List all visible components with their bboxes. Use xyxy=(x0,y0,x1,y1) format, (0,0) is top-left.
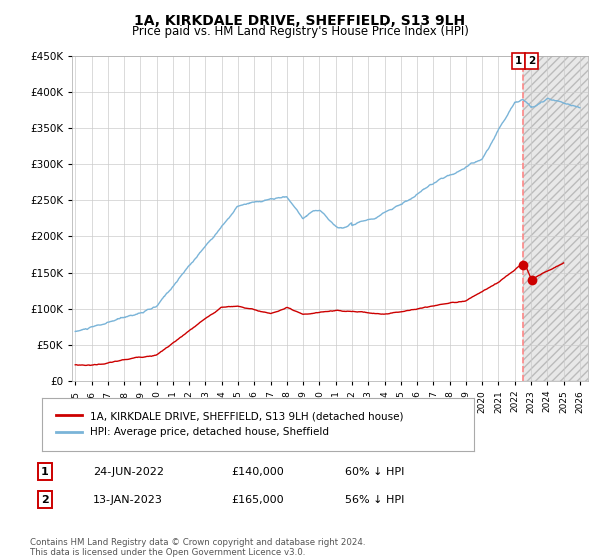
Text: 2: 2 xyxy=(41,494,49,505)
Text: 1: 1 xyxy=(515,56,522,66)
Legend: 1A, KIRKDALE DRIVE, SHEFFIELD, S13 9LH (detached house), HPI: Average price, det: 1A, KIRKDALE DRIVE, SHEFFIELD, S13 9LH (… xyxy=(52,407,408,441)
Text: 1A, KIRKDALE DRIVE, SHEFFIELD, S13 9LH: 1A, KIRKDALE DRIVE, SHEFFIELD, S13 9LH xyxy=(134,14,466,28)
Text: 56% ↓ HPI: 56% ↓ HPI xyxy=(345,494,404,505)
Text: Price paid vs. HM Land Registry's House Price Index (HPI): Price paid vs. HM Land Registry's House … xyxy=(131,25,469,38)
Text: £165,000: £165,000 xyxy=(231,494,284,505)
Text: £140,000: £140,000 xyxy=(231,466,284,477)
Text: 60% ↓ HPI: 60% ↓ HPI xyxy=(345,466,404,477)
Text: 24-JUN-2022: 24-JUN-2022 xyxy=(93,466,164,477)
Text: 13-JAN-2023: 13-JAN-2023 xyxy=(93,494,163,505)
Bar xyxy=(523,56,600,381)
Text: 2: 2 xyxy=(528,56,535,66)
Text: Contains HM Land Registry data © Crown copyright and database right 2024.
This d: Contains HM Land Registry data © Crown c… xyxy=(30,538,365,557)
Text: 1: 1 xyxy=(41,466,49,477)
